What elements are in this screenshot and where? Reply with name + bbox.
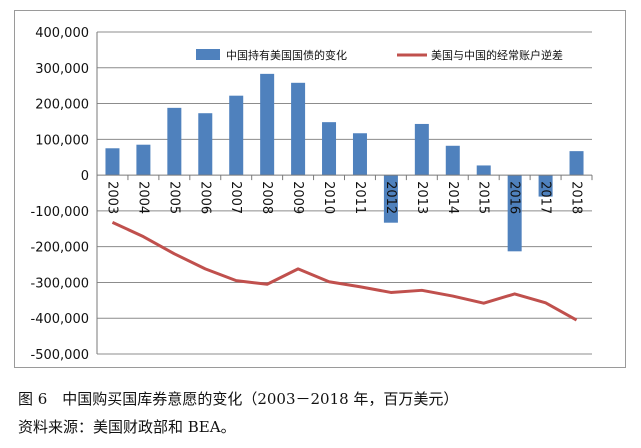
x-tick-label: 2004 <box>135 181 150 214</box>
x-tick-label: 2006 <box>197 181 212 214</box>
x-tick-label: 2007 <box>228 181 243 214</box>
line-series <box>111 220 578 322</box>
source-note: 资料来源：美国财政部和 BEA。 <box>18 418 236 436</box>
bar <box>538 175 553 197</box>
y-tick-label: -200,000 <box>31 241 89 256</box>
bar <box>383 175 398 223</box>
x-tick-label: 2013 <box>414 181 429 214</box>
y-tick-label: -400,000 <box>31 312 89 327</box>
bar <box>352 133 367 176</box>
x-tick-label: 2008 <box>259 181 274 214</box>
bar <box>414 123 429 176</box>
x-tick-label: 2010 <box>321 181 336 214</box>
bar <box>229 95 244 176</box>
bar <box>260 73 275 176</box>
y-tick-label: 300,000 <box>35 62 89 77</box>
x-tick-label: 2005 <box>166 181 181 214</box>
x-tick-label: 2017 <box>538 181 553 214</box>
x-tick-label: 2018 <box>569 181 584 214</box>
bar <box>507 175 522 252</box>
chart: -500,000 -400,000 -300,000 -200,000 -100,000… <box>31 26 593 363</box>
y-tick-label: 100,000 <box>35 133 89 148</box>
tick-labels: -500,000 -400,000 -300,000 -200,000 -100,000… <box>31 26 584 363</box>
x-tick-label: 2009 <box>290 181 305 214</box>
bar <box>105 148 120 176</box>
legend-swatch-bar <box>196 49 220 60</box>
chart-frame <box>14 10 626 368</box>
x-tick-label: 2011 <box>352 181 367 214</box>
bar <box>322 122 337 176</box>
legend-label: 美国与中国的经常账户逆差 <box>431 48 563 62</box>
y-tick-label: -100,000 <box>31 205 89 220</box>
bar-series <box>105 73 584 252</box>
y-tick-label: 400,000 <box>35 26 89 41</box>
legend: 中国持有美国国债的变化 美国与中国的经常账户逆差 <box>196 48 563 62</box>
x-tick-label: 2015 <box>476 181 491 214</box>
y-tick-label: 200,000 <box>35 98 89 113</box>
x-tick-label: 2014 <box>445 181 460 214</box>
series-line <box>111 220 578 322</box>
x-tick-label: 2012 <box>383 181 398 214</box>
figure-caption: 图 6 中国购买国库券意愿的变化（2003－2018 年，百万美元） <box>18 390 459 408</box>
bar <box>198 113 213 176</box>
bar <box>291 82 306 176</box>
bar <box>445 145 460 176</box>
x-tick-label: 2003 <box>104 181 119 214</box>
bar <box>476 165 491 176</box>
y-tick-label: 0 <box>81 169 89 184</box>
legend-label: 中国持有美国国债的变化 <box>226 48 347 62</box>
x-tick-label: 2016 <box>507 181 522 214</box>
bar <box>136 144 151 176</box>
bar <box>569 151 584 176</box>
bar <box>167 107 182 176</box>
y-tick-label: -500,000 <box>31 348 89 363</box>
axes <box>96 32 593 354</box>
y-tick-label: -300,000 <box>31 276 89 291</box>
